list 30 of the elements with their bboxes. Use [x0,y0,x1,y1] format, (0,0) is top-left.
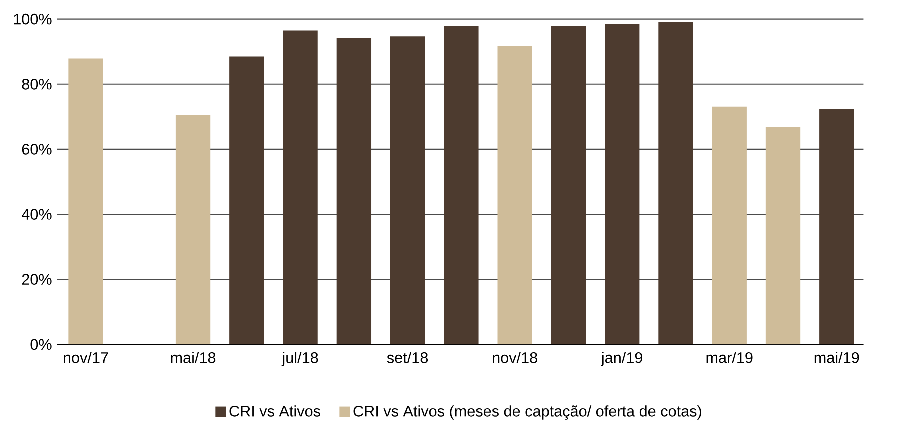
x-tick-label: nov/17 [64,352,108,364]
x-tick-label: jul/18 [282,352,318,366]
x-tick-label: set/18 [387,352,428,364]
bar [176,114,211,345]
bar [498,46,532,345]
y-tick-label: 20% [22,274,52,286]
bar [68,58,104,345]
bar [230,56,264,345]
x-tick-label: jan/19 [601,352,642,366]
bar [658,22,694,345]
legend-label: CRI vs Ativos [230,406,320,417]
bar [336,38,372,345]
y-tick-label: 100% [14,14,52,25]
bar [390,36,426,345]
bar [444,26,479,345]
bar [766,127,801,345]
bar [605,24,640,345]
x-tick-label: nov/18 [493,352,538,364]
bar [820,109,854,345]
y-tick-label: 40% [22,209,52,220]
bar [283,30,318,345]
x-tick-label: mai/19 [814,352,860,364]
y-tick-label: 60% [22,144,52,155]
x-tick-label: mai/18 [171,352,216,364]
y-tick-label: 80% [22,78,52,90]
bar [712,106,747,345]
x-tick-label: mar/19 [706,352,753,364]
bar [551,26,586,345]
y-tick-label: 0% [30,339,52,350]
legend-label: CRI vs Ativos (meses de captação/ oferta de cotas) [354,406,702,420]
